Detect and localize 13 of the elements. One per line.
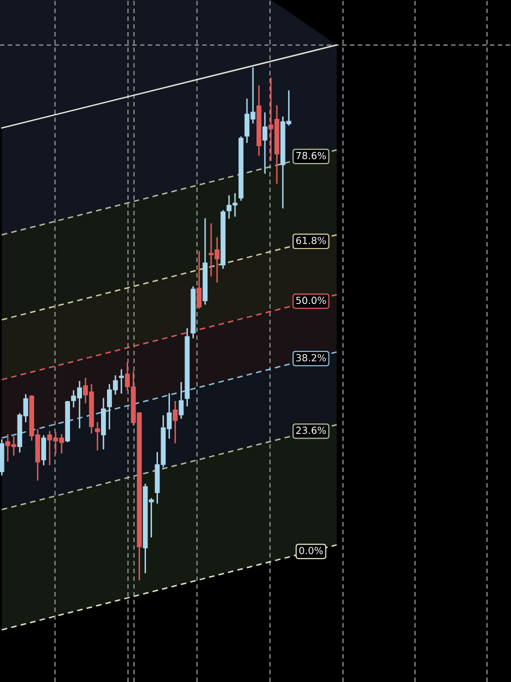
series-label: 50.0%	[296, 296, 326, 304]
series-label: 78.6%	[296, 152, 326, 160]
candlestick	[262, 112, 268, 174]
candlestick	[95, 422, 100, 450]
candlestick	[41, 435, 46, 466]
series-label: 61.8%	[296, 236, 326, 244]
candlestick	[172, 400, 178, 444]
candlestick	[118, 369, 124, 394]
series-label: 0.0%	[299, 546, 323, 554]
candlestick	[178, 382, 184, 419]
series-label: 23.6%	[296, 426, 326, 434]
series-label: 38.2%	[296, 354, 326, 362]
candlestick	[196, 251, 202, 309]
